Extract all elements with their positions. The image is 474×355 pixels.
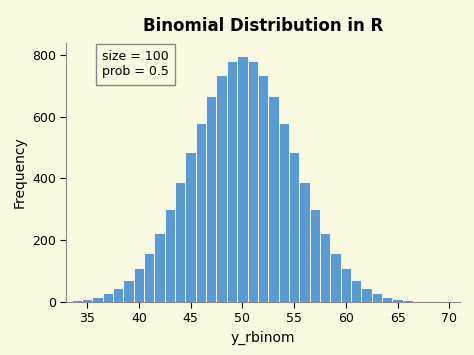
Bar [361,288,372,302]
Bar [61,301,72,302]
Bar [102,294,113,302]
X-axis label: y_rbinom: y_rbinom [231,331,295,345]
Bar [392,299,403,302]
Y-axis label: Frequency: Frequency [12,136,27,208]
Bar [113,288,123,302]
Bar [289,152,299,302]
Bar [320,233,330,302]
Bar [237,56,247,302]
Bar [72,300,82,302]
Bar [82,299,92,302]
Bar [134,268,144,302]
Bar [164,209,175,302]
Bar [123,280,134,302]
Text: size = 100
prob = 0.5: size = 100 prob = 0.5 [102,50,169,78]
Bar [206,96,217,302]
Bar [217,75,227,302]
Bar [155,233,164,302]
Bar [258,75,268,302]
Bar [299,181,310,302]
Bar [279,123,289,302]
Bar [227,61,237,302]
Bar [341,268,351,302]
Bar [175,181,185,302]
Bar [413,301,424,302]
Bar [382,297,392,302]
Bar [372,294,382,302]
Bar [92,297,102,302]
Bar [185,152,196,302]
Bar [247,61,258,302]
Bar [310,209,320,302]
Title: Binomial Distribution in R: Binomial Distribution in R [143,17,383,36]
Bar [196,123,206,302]
Bar [330,253,341,302]
Bar [144,253,155,302]
Bar [351,280,361,302]
Bar [403,300,413,302]
Bar [268,96,279,302]
